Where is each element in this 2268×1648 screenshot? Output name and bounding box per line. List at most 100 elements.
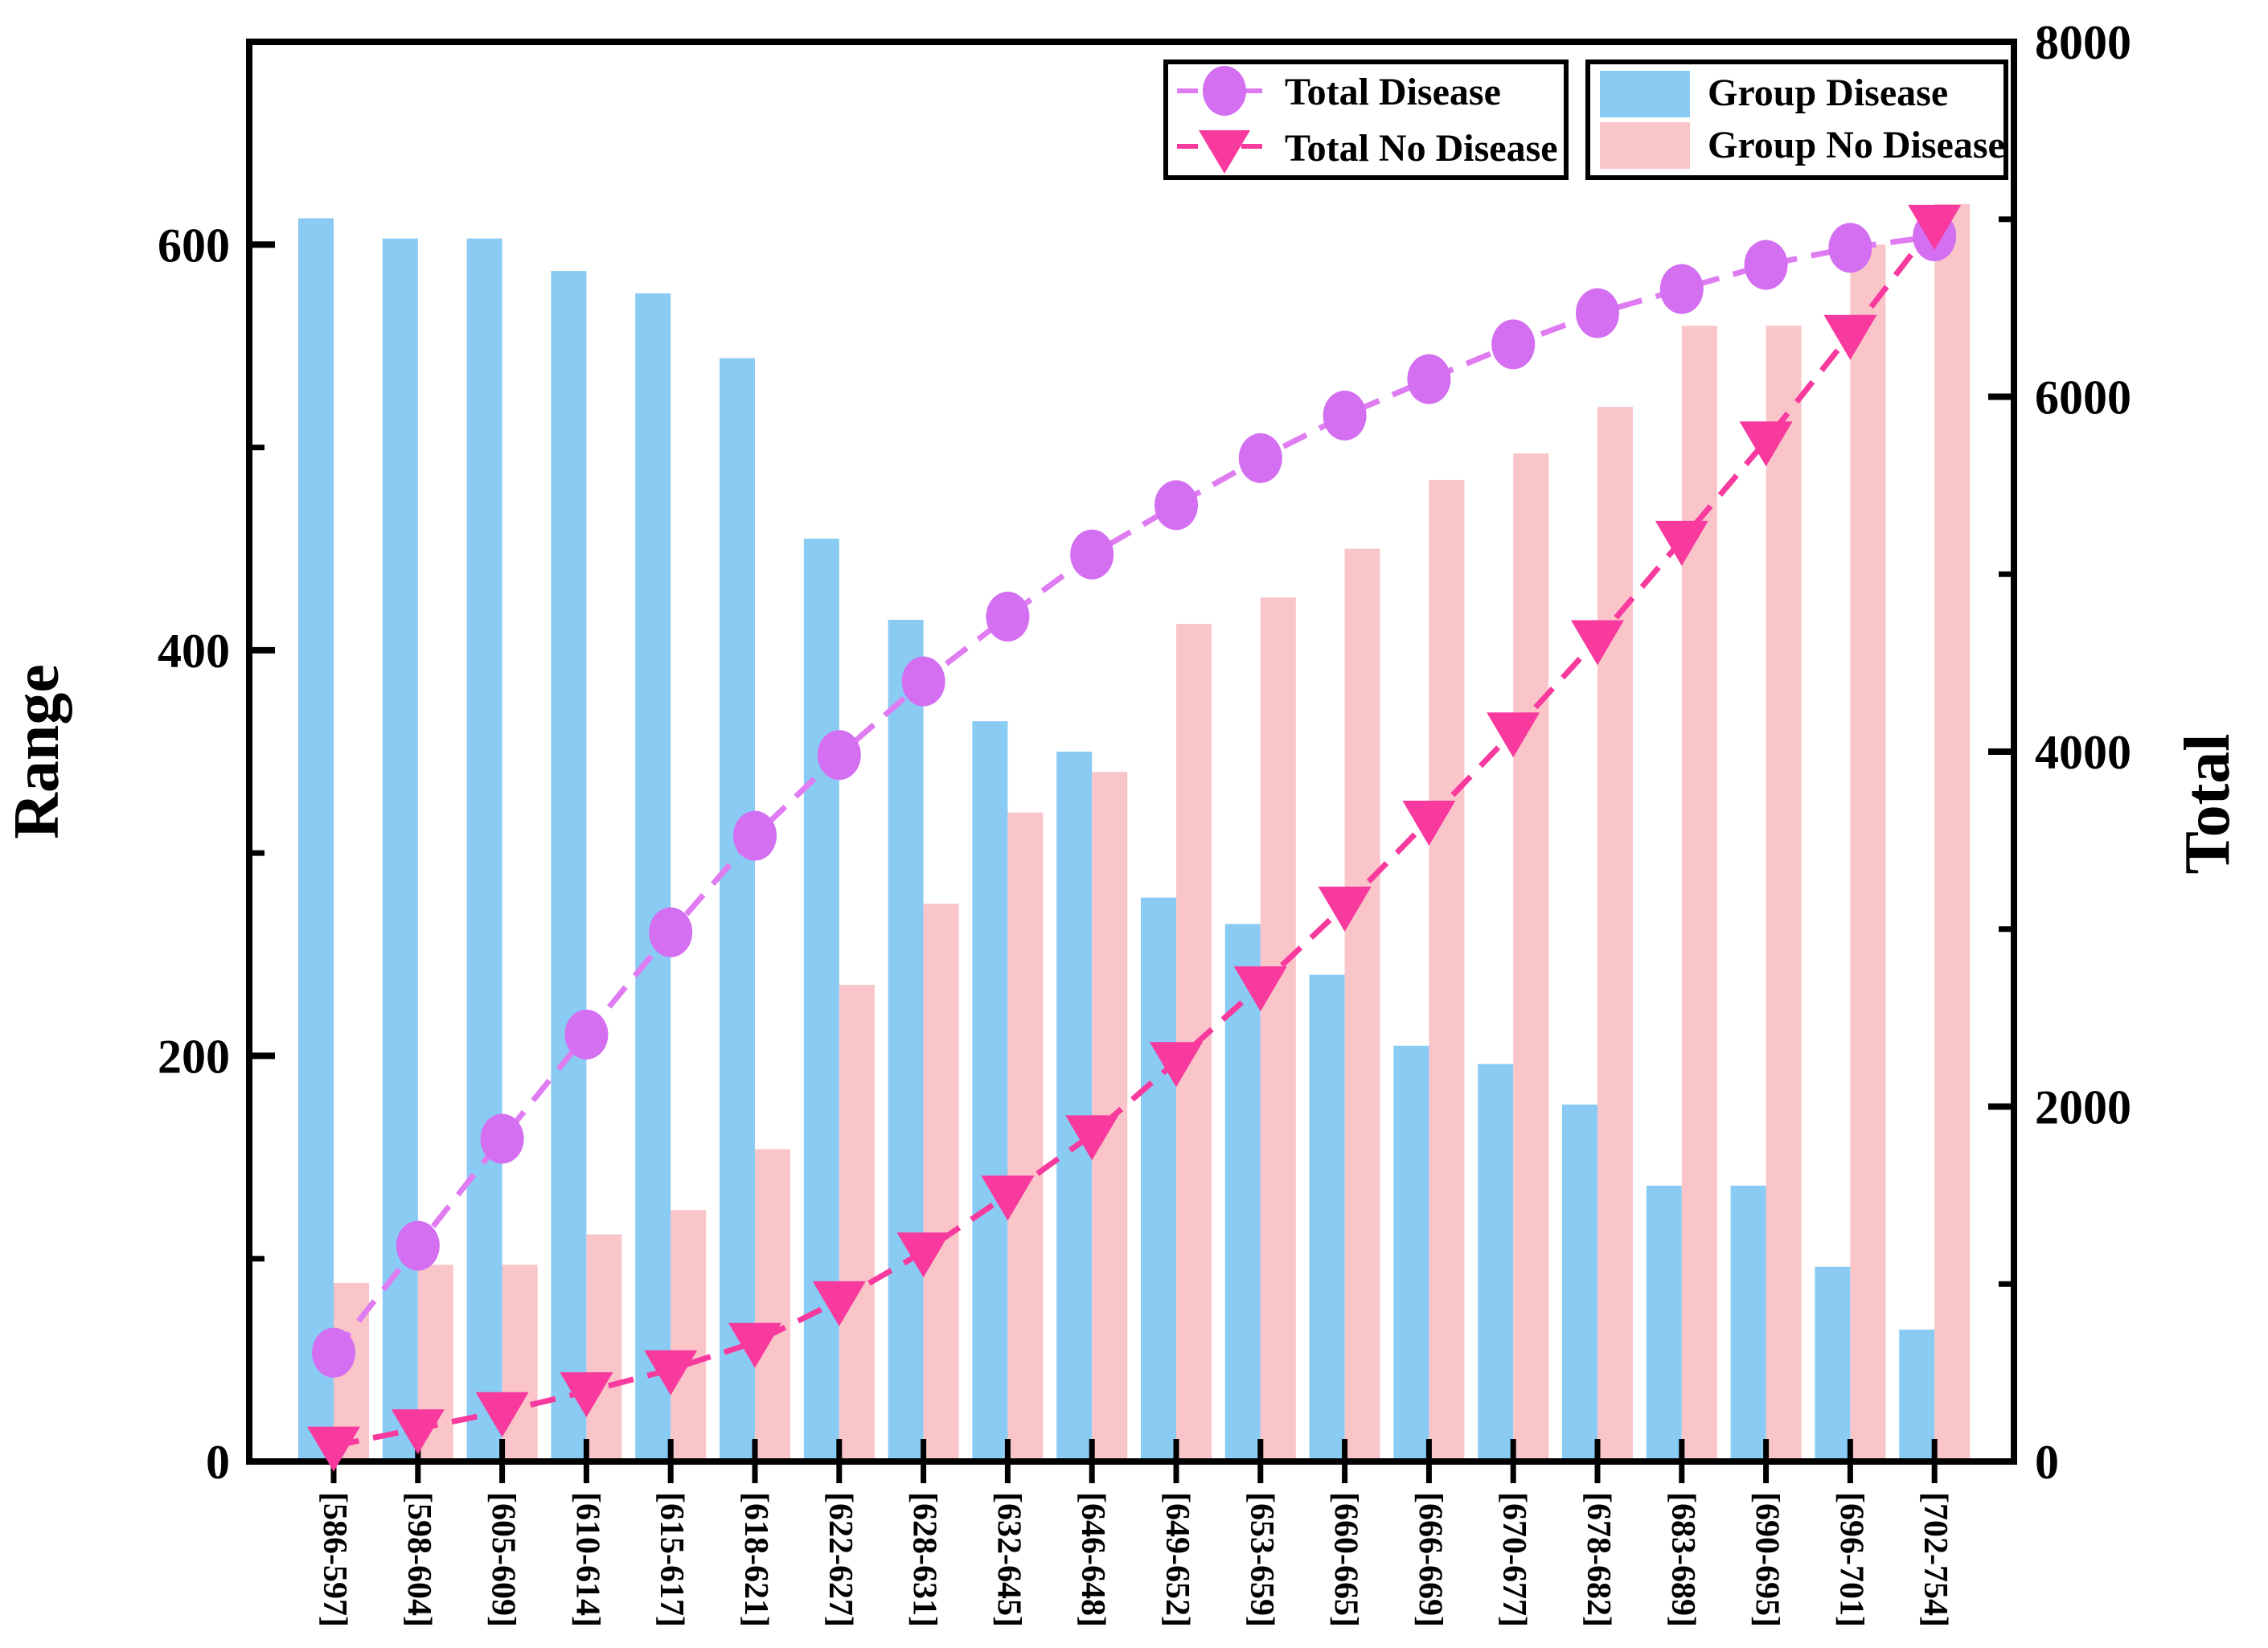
bar-group-disease [466, 238, 502, 1461]
x-category-label: [586-597] [316, 1492, 353, 1627]
x-category-label: [696-701] [1832, 1492, 1869, 1627]
legend-group-series: Group Disease Group No Disease [1585, 59, 2008, 180]
legend-total-series: Total Disease Total No Disease [1163, 59, 1569, 180]
bar-group-disease [720, 358, 755, 1462]
x-category-label: [678-682] [1580, 1492, 1617, 1627]
bar-group-no-disease [923, 904, 959, 1461]
triangle-down-icon [1487, 712, 1540, 758]
circle-icon [649, 907, 693, 957]
triangle-down-icon [1739, 421, 1793, 467]
bar-group-disease [972, 721, 1008, 1461]
bar-group-no-disease [502, 1265, 538, 1461]
triangle-down-icon [896, 1232, 950, 1278]
bar-group-no-disease [1766, 326, 1802, 1462]
bar-group-disease [1309, 974, 1345, 1461]
right-tick-label: 8000 [2035, 16, 2131, 69]
bar-group-disease [635, 293, 671, 1462]
circle-icon [564, 1009, 609, 1060]
triangle-down-icon [307, 1426, 360, 1472]
triangle-down-icon [1233, 966, 1287, 1012]
legend-label-total-no-disease: Total No Disease [1285, 127, 1558, 170]
x-category-label: [670-677] [1495, 1492, 1532, 1627]
bar-group-disease [382, 238, 418, 1461]
triangle-down-icon [981, 1175, 1035, 1221]
right-tick-label: 4000 [2035, 726, 2131, 779]
circle-icon [1070, 529, 1114, 580]
bar-group-no-disease [1429, 479, 1465, 1461]
circle-icon [1238, 432, 1282, 483]
x-category-label: [702-754] [1917, 1492, 1954, 1627]
x-category-label: [632-645] [990, 1492, 1027, 1627]
x-category-label: [618-621] [737, 1492, 774, 1627]
left-axis-title: Range [2, 664, 72, 839]
bar-group-disease [1730, 1185, 1766, 1461]
circle-icon [1203, 66, 1246, 116]
x-category-label: [666-669] [1411, 1492, 1448, 1627]
x-category-label: [690-695] [1749, 1492, 1786, 1627]
bar-group-no-disease [1513, 453, 1549, 1461]
triangle-down-icon [1908, 204, 1962, 250]
legend-label-total-disease: Total Disease [1285, 71, 1501, 113]
legend-label-group-disease: Group Disease [1708, 72, 1948, 114]
x-category-label: [622-627] [822, 1492, 859, 1627]
markers-layer [307, 204, 1962, 1472]
circle-icon [312, 1327, 355, 1378]
bar-group-no-disease [586, 1234, 622, 1461]
triangle-down-icon [475, 1392, 529, 1437]
left-tick-label: 600 [158, 219, 230, 272]
triangle-down-icon [1065, 1115, 1119, 1161]
bar-group-no-disease [1934, 203, 1971, 1461]
circle-icon [986, 592, 1030, 642]
circle-icon [1659, 264, 1704, 314]
bar-group-no-disease [1850, 244, 1886, 1462]
circle-icon [1576, 288, 1619, 338]
x-category-label: [605-609] [485, 1492, 522, 1627]
circle-icon [733, 810, 777, 861]
x-category-label: [628-631] [906, 1492, 943, 1627]
right-axis-title: Total [2172, 734, 2243, 875]
bar-group-disease [1646, 1185, 1682, 1461]
right-tick-label: 6000 [2035, 371, 2131, 424]
bar-group-disease [551, 271, 587, 1461]
bar-group-no-disease [1681, 326, 1717, 1462]
total-no-disease-line [333, 222, 1937, 1449]
bar-group-disease [888, 620, 924, 1461]
triangle-down-icon [728, 1322, 781, 1368]
circle-icon [1491, 319, 1536, 370]
right-tick-label: 0 [2035, 1436, 2059, 1489]
circle-icon [1323, 390, 1367, 441]
bar-group-no-disease [1007, 812, 1044, 1461]
circle-icon [480, 1113, 524, 1164]
circle-icon [396, 1220, 440, 1271]
x-category-label: [649-652] [1159, 1492, 1196, 1627]
bar-group-disease [1815, 1266, 1851, 1461]
bar-group-disease [1562, 1104, 1597, 1461]
x-category-label: [646-648] [1074, 1492, 1111, 1627]
left-tick-label: 200 [158, 1030, 230, 1083]
bar-group-disease [1899, 1330, 1935, 1461]
left-tick-label: 0 [206, 1436, 230, 1489]
x-category-label: [610-614] [568, 1492, 605, 1627]
bars-layer [298, 203, 1971, 1462]
triangle-down-icon [1318, 886, 1372, 932]
x-category-label: [683-689] [1664, 1492, 1701, 1627]
triangle-down-icon [1199, 130, 1250, 174]
bar-group-no-disease [1260, 597, 1296, 1461]
bar-group-disease [1478, 1064, 1514, 1461]
axes-layer [246, 39, 2017, 1483]
triangle-down-icon [560, 1372, 613, 1418]
bar-group-no-disease [1344, 548, 1380, 1461]
triangle-down-icon [1402, 800, 1456, 846]
legend-label-group-no-disease: Group No Disease [1708, 124, 2005, 166]
circle-icon [901, 656, 945, 707]
circle-icon [1407, 354, 1451, 404]
bar-group-disease [803, 539, 839, 1461]
bar-group-disease [1141, 897, 1176, 1461]
triangle-down-icon [1655, 520, 1708, 566]
circle-icon [1744, 240, 1788, 290]
circle-icon [1155, 480, 1198, 531]
triangle-down-icon [1571, 620, 1624, 666]
